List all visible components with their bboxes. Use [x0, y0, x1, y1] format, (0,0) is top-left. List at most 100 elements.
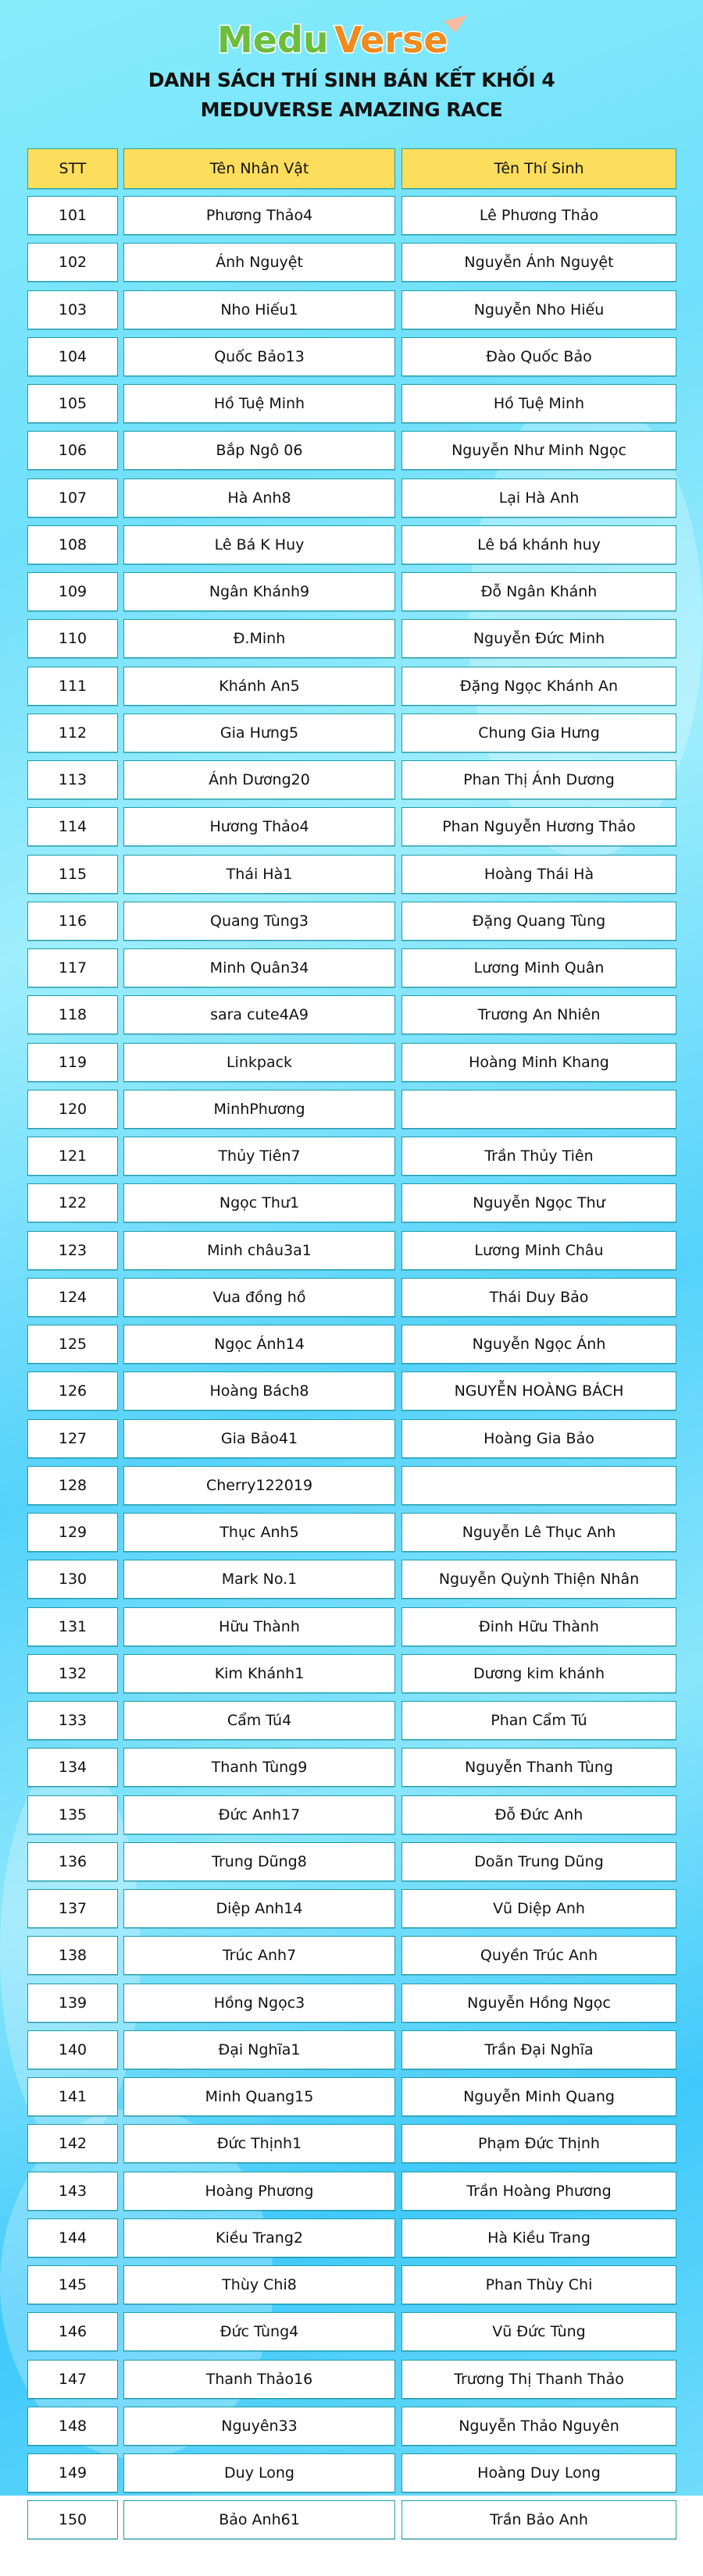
stt-cell: 135 [27, 1795, 118, 1834]
stt-cell: 138 [27, 1936, 118, 1976]
character-name-cell: Đại Nghĩa1 [123, 2030, 395, 2069]
stt-cell: 143 [27, 2171, 118, 2211]
contestant-name-cell: Đặng Quang Tùng [401, 901, 676, 941]
stt-cell: 146 [27, 2312, 118, 2352]
contestant-name-cell [401, 1089, 676, 1129]
character-name-cell: Trúc Anh7 [123, 1936, 395, 1976]
stt-cell: 107 [27, 478, 118, 518]
character-name-cell: MinhPhương [123, 1089, 395, 1129]
character-name-cell: Minh Quang15 [123, 2077, 395, 2116]
character-name-cell: Duy Long [123, 2453, 395, 2492]
character-name-cell: Ngọc Thư1 [123, 1183, 395, 1223]
stt-cell: 118 [27, 995, 118, 1035]
stt-cell: 117 [27, 948, 118, 987]
contestant-name-cell: Hoàng Minh Khang [401, 1042, 676, 1082]
character-name-cell: Cẩm Tú4 [123, 1701, 395, 1740]
stt-cell: 124 [27, 1277, 118, 1317]
stt-cell: 123 [27, 1230, 118, 1270]
character-name-cell: Linkpack [123, 1042, 395, 1082]
contestant-name-cell: Nguyễn Minh Quang [401, 2077, 676, 2116]
contestant-name-cell [401, 1465, 676, 1505]
character-name-cell: Nho Hiếu1 [123, 290, 395, 329]
stt-cell: 121 [27, 1137, 118, 1176]
character-name-cell: Ánh Dương20 [123, 760, 395, 799]
contestant-name-cell: Lương Minh Quân [401, 948, 676, 987]
svg-text:Medu: Medu [217, 19, 329, 60]
stt-cell: 140 [27, 2030, 118, 2069]
stt-cell: 142 [27, 2124, 118, 2164]
stt-cell: 129 [27, 1513, 118, 1552]
contestant-name-cell: Phạm Đức Thịnh [401, 2124, 676, 2164]
character-name-cell: Thủy Tiên7 [123, 1137, 395, 1176]
contestant-name-cell: Trần Đại Nghĩa [401, 2030, 676, 2069]
character-name-cell: Kim Khánh1 [123, 1653, 395, 1693]
stt-cell: 111 [27, 666, 118, 706]
contestant-name-cell: Trần Bảo Anh [401, 2500, 676, 2540]
stt-cell: 139 [27, 1983, 118, 2023]
stt-cell: 109 [27, 572, 118, 611]
contestant-name-cell: Phan Thị Ánh Dương [401, 760, 676, 799]
character-name-cell: Minh châu3a1 [123, 1230, 395, 1270]
contestant-name-cell: Nguyễn Hồng Ngọc [401, 1983, 676, 2023]
contestant-name-cell: Nguyễn Thảo Nguyên [401, 2406, 676, 2446]
contestant-name-cell: Hoàng Thái Hà [401, 854, 676, 894]
character-name-cell: Hồ Tuệ Minh [123, 384, 395, 423]
character-name-cell: Khánh An5 [123, 666, 395, 706]
contestant-name-cell: Hà Kiều Trang [401, 2218, 676, 2258]
stt-cell: 134 [27, 1748, 118, 1788]
character-name-cell: Hồng Ngọc3 [123, 1983, 395, 2023]
character-name-cell: Ngọc Ánh14 [123, 1325, 395, 1364]
contestant-name-cell: Đào Quốc Bảo [401, 336, 676, 376]
stt-cell: 113 [27, 760, 118, 799]
character-name-cell: Bắp Ngô 06 [123, 431, 395, 471]
stt-cell: 145 [27, 2265, 118, 2304]
character-name-cell: Hương Thảo4 [123, 807, 395, 847]
contestant-name-cell: Hồ Tuệ Minh [401, 384, 676, 423]
character-name-cell: Lê Bá K Huy [123, 525, 395, 564]
stt-cell: 115 [27, 854, 118, 894]
stt-cell: 116 [27, 901, 118, 941]
character-name-cell: Hoàng Bách8 [123, 1372, 395, 1411]
stt-cell: 126 [27, 1372, 118, 1411]
contestant-name-cell: Vũ Diệp Anh [401, 1889, 676, 1928]
contestant-name-cell: Nguyễn Ngọc Thư [401, 1183, 676, 1223]
paper-plane-icon [444, 15, 467, 33]
stt-cell: 108 [27, 525, 118, 564]
character-name-cell: Trung Dũng8 [123, 1841, 395, 1881]
character-name-cell: Quang Tùng3 [123, 901, 395, 941]
character-name-cell: Đức Tùng4 [123, 2312, 395, 2352]
stt-cell: 128 [27, 1465, 118, 1505]
character-name-cell: Diệp Anh14 [123, 1889, 395, 1928]
contestant-name-cell: Lê bá khánh huy [401, 525, 676, 564]
stt-cell: 127 [27, 1418, 118, 1458]
character-name-cell: Hữu Thành [123, 1606, 395, 1646]
stt-cell: 112 [27, 713, 118, 753]
character-name-cell: Phương Thảo4 [123, 196, 395, 235]
page-title: DANH SÁCH THÍ SINH BÁN KẾT KHỐI 4 [148, 69, 555, 91]
contestant-name-cell: Nguyễn Ánh Nguyệt [401, 243, 676, 283]
character-name-cell: Thục Anh5 [123, 1513, 395, 1552]
stt-cell: 101 [27, 196, 118, 235]
contestant-name-cell: Đinh Hữu Thành [401, 1606, 676, 1646]
contestant-name-cell: Đỗ Đức Anh [401, 1795, 676, 1834]
character-name-cell: Vua đồng hồ [123, 1277, 395, 1317]
contestant-name-cell: Lại Hà Anh [401, 478, 676, 518]
contestant-name-cell: Nguyễn Thanh Tùng [401, 1748, 676, 1788]
stt-cell: 130 [27, 1560, 118, 1599]
character-name-cell: Hà Anh8 [123, 478, 395, 518]
stt-cell: 119 [27, 1042, 118, 1082]
stt-cell: 147 [27, 2359, 118, 2399]
contestant-name-cell: Trương Thị Thanh Thảo [401, 2359, 676, 2399]
stt-cell: 136 [27, 1841, 118, 1881]
stt-cell: 144 [27, 2218, 118, 2258]
page-subtitle: MEDUVERSE AMAZING RACE [200, 98, 503, 121]
contestant-name-cell: Thái Duy Bảo [401, 1277, 676, 1317]
contestant-name-cell: Phan Thùy Chi [401, 2265, 676, 2304]
contestant-name-cell: Hoàng Duy Long [401, 2453, 676, 2492]
character-name-cell: Gia Hưng5 [123, 713, 395, 753]
meduverse-logo: Medu Verse [217, 15, 467, 60]
header-contestant-name: Tên Thí Sinh [401, 148, 676, 189]
header-stt: STT [27, 148, 118, 189]
stt-cell: 106 [27, 431, 118, 471]
svg-text:Verse: Verse [334, 19, 448, 60]
